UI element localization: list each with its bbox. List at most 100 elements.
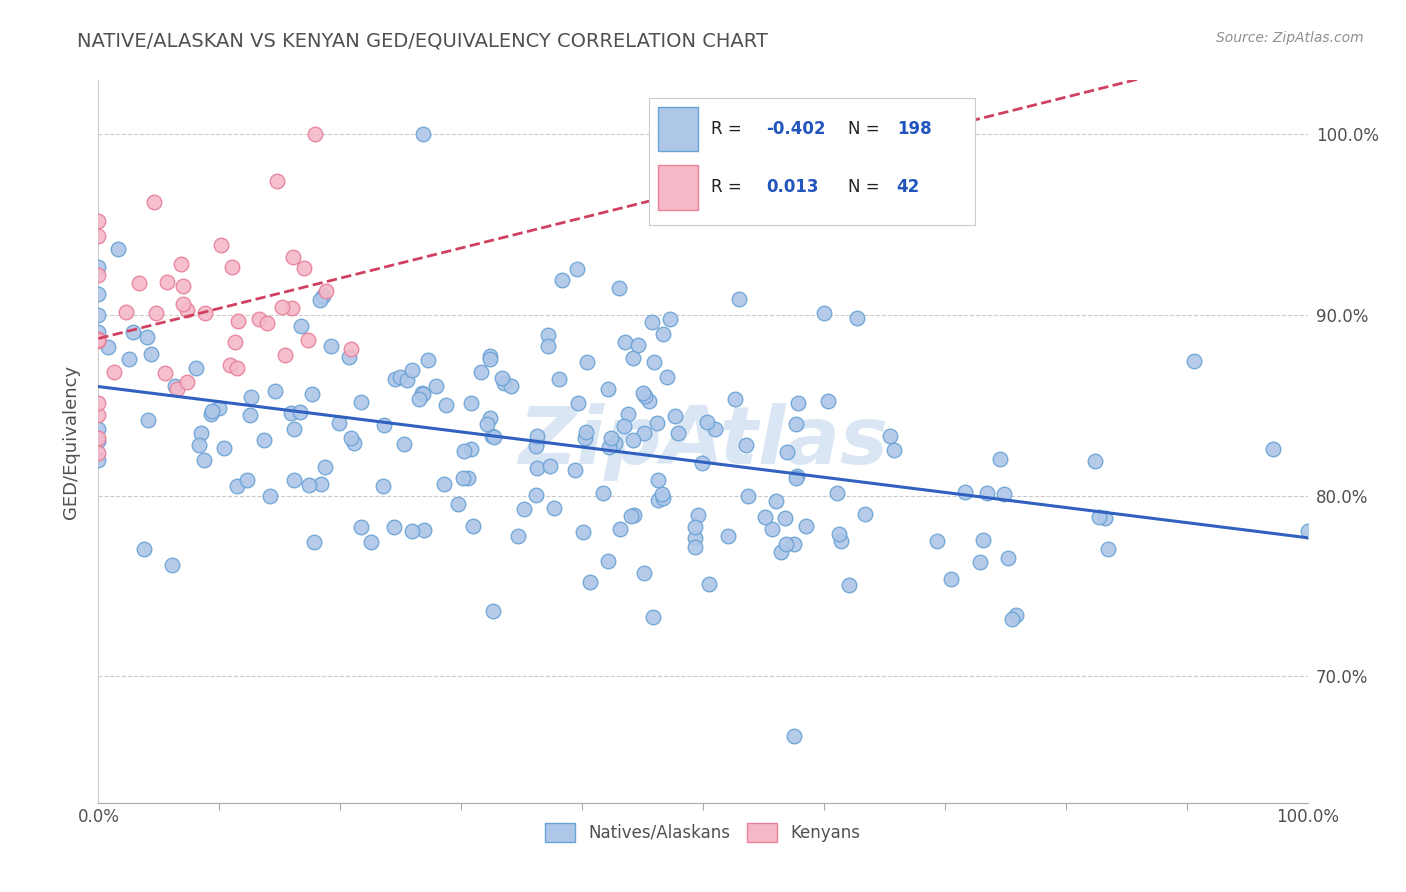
Point xyxy=(239,390,262,404)
Point xyxy=(87,446,110,460)
Point xyxy=(598,441,620,455)
Point xyxy=(270,300,292,314)
Point xyxy=(638,394,661,409)
Point xyxy=(1005,607,1028,622)
Point xyxy=(122,325,145,339)
Point xyxy=(396,373,419,387)
Point xyxy=(478,350,501,364)
Point xyxy=(776,445,799,459)
Point xyxy=(226,314,249,328)
Point xyxy=(482,430,505,444)
Point xyxy=(408,392,430,406)
Point xyxy=(297,333,319,347)
Point xyxy=(773,511,796,525)
Point xyxy=(685,540,707,554)
Point xyxy=(690,456,713,470)
Point xyxy=(614,334,637,349)
Point xyxy=(827,485,849,500)
Point xyxy=(433,476,456,491)
Point xyxy=(617,407,640,421)
Point xyxy=(592,486,614,500)
Point xyxy=(87,434,110,448)
Point xyxy=(226,360,249,375)
Point xyxy=(259,489,281,503)
Point xyxy=(627,338,650,352)
Point xyxy=(292,261,315,276)
Point xyxy=(543,501,565,516)
Point xyxy=(87,333,110,347)
Point xyxy=(783,537,806,551)
Point xyxy=(339,431,361,445)
Point xyxy=(314,460,336,475)
Point xyxy=(655,370,678,384)
Point xyxy=(145,306,167,320)
Point xyxy=(607,280,630,294)
Point xyxy=(283,422,305,436)
Point xyxy=(643,354,665,368)
Point xyxy=(457,471,479,485)
Point xyxy=(166,382,188,396)
Point xyxy=(280,301,302,316)
Point xyxy=(190,426,212,441)
Point xyxy=(787,396,810,410)
Point xyxy=(97,340,120,354)
Point xyxy=(613,418,636,433)
Point xyxy=(598,554,620,568)
Point xyxy=(501,378,523,392)
Point xyxy=(830,533,852,548)
Point xyxy=(699,576,721,591)
Point xyxy=(478,351,501,366)
Point xyxy=(633,566,655,580)
Point xyxy=(765,494,787,508)
Point xyxy=(564,463,586,477)
Point xyxy=(575,355,598,369)
Point xyxy=(87,333,110,347)
Point xyxy=(651,326,673,341)
Point xyxy=(633,425,655,440)
Point xyxy=(813,306,835,320)
Point xyxy=(186,361,208,376)
Point xyxy=(172,297,194,311)
Point xyxy=(724,392,747,406)
Point xyxy=(631,385,654,400)
Point xyxy=(343,435,366,450)
Point xyxy=(536,327,558,342)
Point xyxy=(641,315,664,329)
Point xyxy=(225,478,247,492)
Point xyxy=(384,372,406,386)
Point xyxy=(453,444,475,458)
Point xyxy=(621,433,644,447)
Point xyxy=(686,508,709,522)
Point xyxy=(193,452,215,467)
Point xyxy=(993,487,1015,501)
Point xyxy=(567,396,589,410)
Point xyxy=(988,452,1011,467)
Point xyxy=(783,729,806,743)
Point xyxy=(340,342,363,356)
Point xyxy=(664,409,686,424)
Point xyxy=(643,610,665,624)
Point xyxy=(208,401,231,416)
Point xyxy=(447,498,470,512)
Point xyxy=(274,348,297,362)
Point xyxy=(621,351,644,365)
Point xyxy=(786,468,808,483)
Point xyxy=(413,523,436,537)
Point xyxy=(212,441,235,455)
Point xyxy=(704,422,727,436)
Point xyxy=(1261,442,1284,457)
Point xyxy=(136,413,159,427)
Legend: Natives/Alaskans, Kenyans: Natives/Alaskans, Kenyans xyxy=(538,816,868,848)
Point xyxy=(308,293,330,308)
Point xyxy=(266,174,288,188)
Point xyxy=(200,407,222,421)
Point xyxy=(288,405,311,419)
Point xyxy=(969,555,991,569)
Point xyxy=(478,411,501,425)
Point xyxy=(838,577,860,591)
Point xyxy=(953,484,976,499)
Point xyxy=(319,339,342,353)
Point xyxy=(163,379,186,393)
Point xyxy=(87,334,110,348)
Point xyxy=(651,491,673,505)
